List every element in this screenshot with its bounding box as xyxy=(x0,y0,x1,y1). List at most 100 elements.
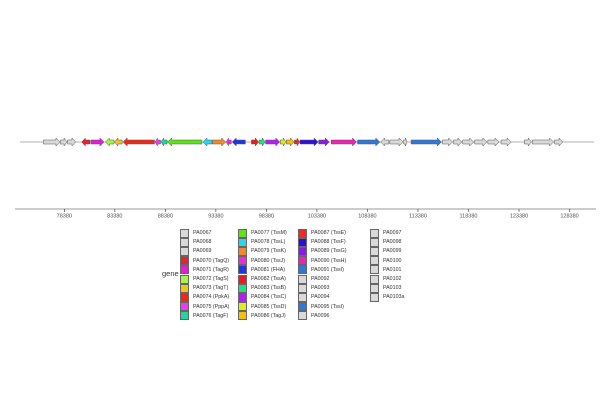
gene-arrow-pa0091 xyxy=(357,137,381,147)
legend-label: PA0099 xyxy=(383,248,402,255)
legend-swatch xyxy=(180,246,189,256)
legend-item: PA0080 (TssJ) xyxy=(238,256,285,266)
legend-item: PA0074 (PpkA) xyxy=(180,292,229,302)
legend-item: PA0073 (TagT) xyxy=(180,283,228,293)
gene-arrow-pa0100 xyxy=(487,137,500,147)
legend-label: PA0078 (TssL) xyxy=(251,239,286,246)
gene-arrow-pa0073 xyxy=(114,137,123,147)
legend-swatch xyxy=(180,256,189,266)
legend-swatch xyxy=(370,292,379,302)
legend-item: PA0085 (TssD) xyxy=(238,302,286,312)
legend-item: PA0091 (TssI) xyxy=(298,265,344,275)
legend-swatch xyxy=(238,311,247,321)
legend-item: PA0089 (TssG) xyxy=(298,246,347,256)
legend-label: PA0075 (PppA) xyxy=(193,303,230,310)
legend-swatch xyxy=(298,256,307,266)
legend-swatch xyxy=(298,228,307,238)
legend-label: PA0080 (TssJ) xyxy=(251,257,286,264)
legend-label: PA0097 xyxy=(383,230,402,236)
gene-arrow-pa0072 xyxy=(105,137,115,147)
gene-arrow-pa0070 xyxy=(81,137,91,147)
gene-arrow-pa0086 xyxy=(286,137,295,147)
legend-swatch xyxy=(298,237,307,247)
legend-label: PA0069 xyxy=(193,248,212,255)
legend-item: PA0101 xyxy=(370,265,401,275)
gene-arrow-pa0094 xyxy=(403,137,408,147)
legend-label: PA0084 (TssC) xyxy=(251,294,287,301)
legend-label: PA0094 xyxy=(311,294,330,301)
legend-label: PA0071 (TagR) xyxy=(193,266,229,273)
legend-item: PA0098 xyxy=(370,237,401,247)
legend-swatch xyxy=(298,311,307,321)
legend-item: PA0076 (TagF) xyxy=(180,311,228,321)
legend-label: PA0087 (TssE) xyxy=(311,230,346,236)
legend-swatch xyxy=(370,265,379,275)
legend-label: PA0100 xyxy=(383,257,402,264)
legend-item: PA0084 (TssC) xyxy=(238,292,286,302)
gene-arrow-pa0080 xyxy=(225,137,232,147)
legend-item: PA0090 (TssH) xyxy=(298,256,346,266)
legend-swatch xyxy=(370,237,379,247)
gene-arrow-pa0092 xyxy=(380,137,390,147)
gene-track xyxy=(20,137,594,147)
gene-arrow-pa0093 xyxy=(389,137,404,147)
x-tick-label: 83380 xyxy=(107,214,122,220)
legend-swatch xyxy=(238,283,247,293)
legend-label: PA0090 (TssH) xyxy=(311,257,347,264)
gene-arrow-pa0082 xyxy=(251,137,259,147)
legend-swatch xyxy=(180,311,189,321)
legend-swatch xyxy=(238,292,247,302)
legend-swatch xyxy=(298,265,307,275)
gene-arrow-pa0074 xyxy=(122,137,155,147)
legend-label: PA0081 (FHA) xyxy=(251,266,286,273)
legend-label: PA0098 xyxy=(383,239,402,246)
legend-swatch xyxy=(180,302,189,312)
gene-arrow-pa0071 xyxy=(90,137,105,147)
x-axis: 78380 83380 88380 93380 98380 103380 108380 113… xyxy=(15,208,596,220)
legend-swatch xyxy=(298,292,307,302)
legend-item: PA0088 (TssF) xyxy=(298,237,346,247)
gene-arrow-pa0067 xyxy=(43,137,61,147)
legend-swatch xyxy=(180,292,189,302)
legend-swatch xyxy=(298,274,307,284)
gene-arrow-pa0097 xyxy=(453,137,462,147)
legend-swatch xyxy=(370,246,379,256)
legend-swatch xyxy=(238,274,247,284)
legend-swatch xyxy=(180,265,189,275)
x-tick-label: 118380 xyxy=(460,214,478,220)
x-tick-label: 93380 xyxy=(208,214,223,220)
legend-item: PA0070 (TagQ) xyxy=(180,256,229,266)
gene-arrow-pa0089 xyxy=(318,137,330,147)
legend-item: PA0093 xyxy=(298,283,329,293)
legend-item: PA0092 xyxy=(298,274,329,284)
gene-arrow-pa0088 xyxy=(299,137,319,147)
gene-arrow-pa0081 xyxy=(231,137,246,147)
gene-arrow-pa0101 xyxy=(500,137,512,147)
legend-item: PA0097 xyxy=(370,228,401,238)
legend-label: PA0102 xyxy=(383,276,402,282)
legend-item: PA0103a xyxy=(370,292,404,302)
legend-item: PA0082 (TssA) xyxy=(238,274,286,284)
legend-swatch xyxy=(180,237,189,247)
x-tick-label: 123380 xyxy=(510,214,528,220)
gene-arrow-pa0084 xyxy=(265,137,281,147)
gene-arrow-pa0078 xyxy=(202,137,213,147)
x-tick-label: 78380 xyxy=(57,214,72,220)
x-tick-label: 113380 xyxy=(409,214,427,220)
gene-arrow-pa0098 xyxy=(462,137,475,147)
gene-arrow-pa0103a xyxy=(554,137,563,147)
gene-arrow-pa0068 xyxy=(60,137,68,147)
legend-label: PA0092 xyxy=(311,276,330,282)
gene-arrow-pa0083 xyxy=(258,137,266,147)
legend-label: PA0103 xyxy=(383,285,402,292)
legend-item: PA0087 (TssE) xyxy=(298,228,346,238)
gene-arrow-pa0096 xyxy=(442,137,453,147)
gene-arrow-pa0077 xyxy=(167,137,203,147)
legend-item: PA0103 xyxy=(370,283,401,293)
legend-swatch xyxy=(238,256,247,266)
x-tick-label: 103380 xyxy=(308,214,326,220)
legend: PA0067 PA0068 PA0069 PA0070 (TagQ) PA0071 (T… xyxy=(180,228,480,321)
legend-item: PA0068 xyxy=(180,237,211,247)
legend-label: PA0079 (TssK) xyxy=(251,248,286,255)
